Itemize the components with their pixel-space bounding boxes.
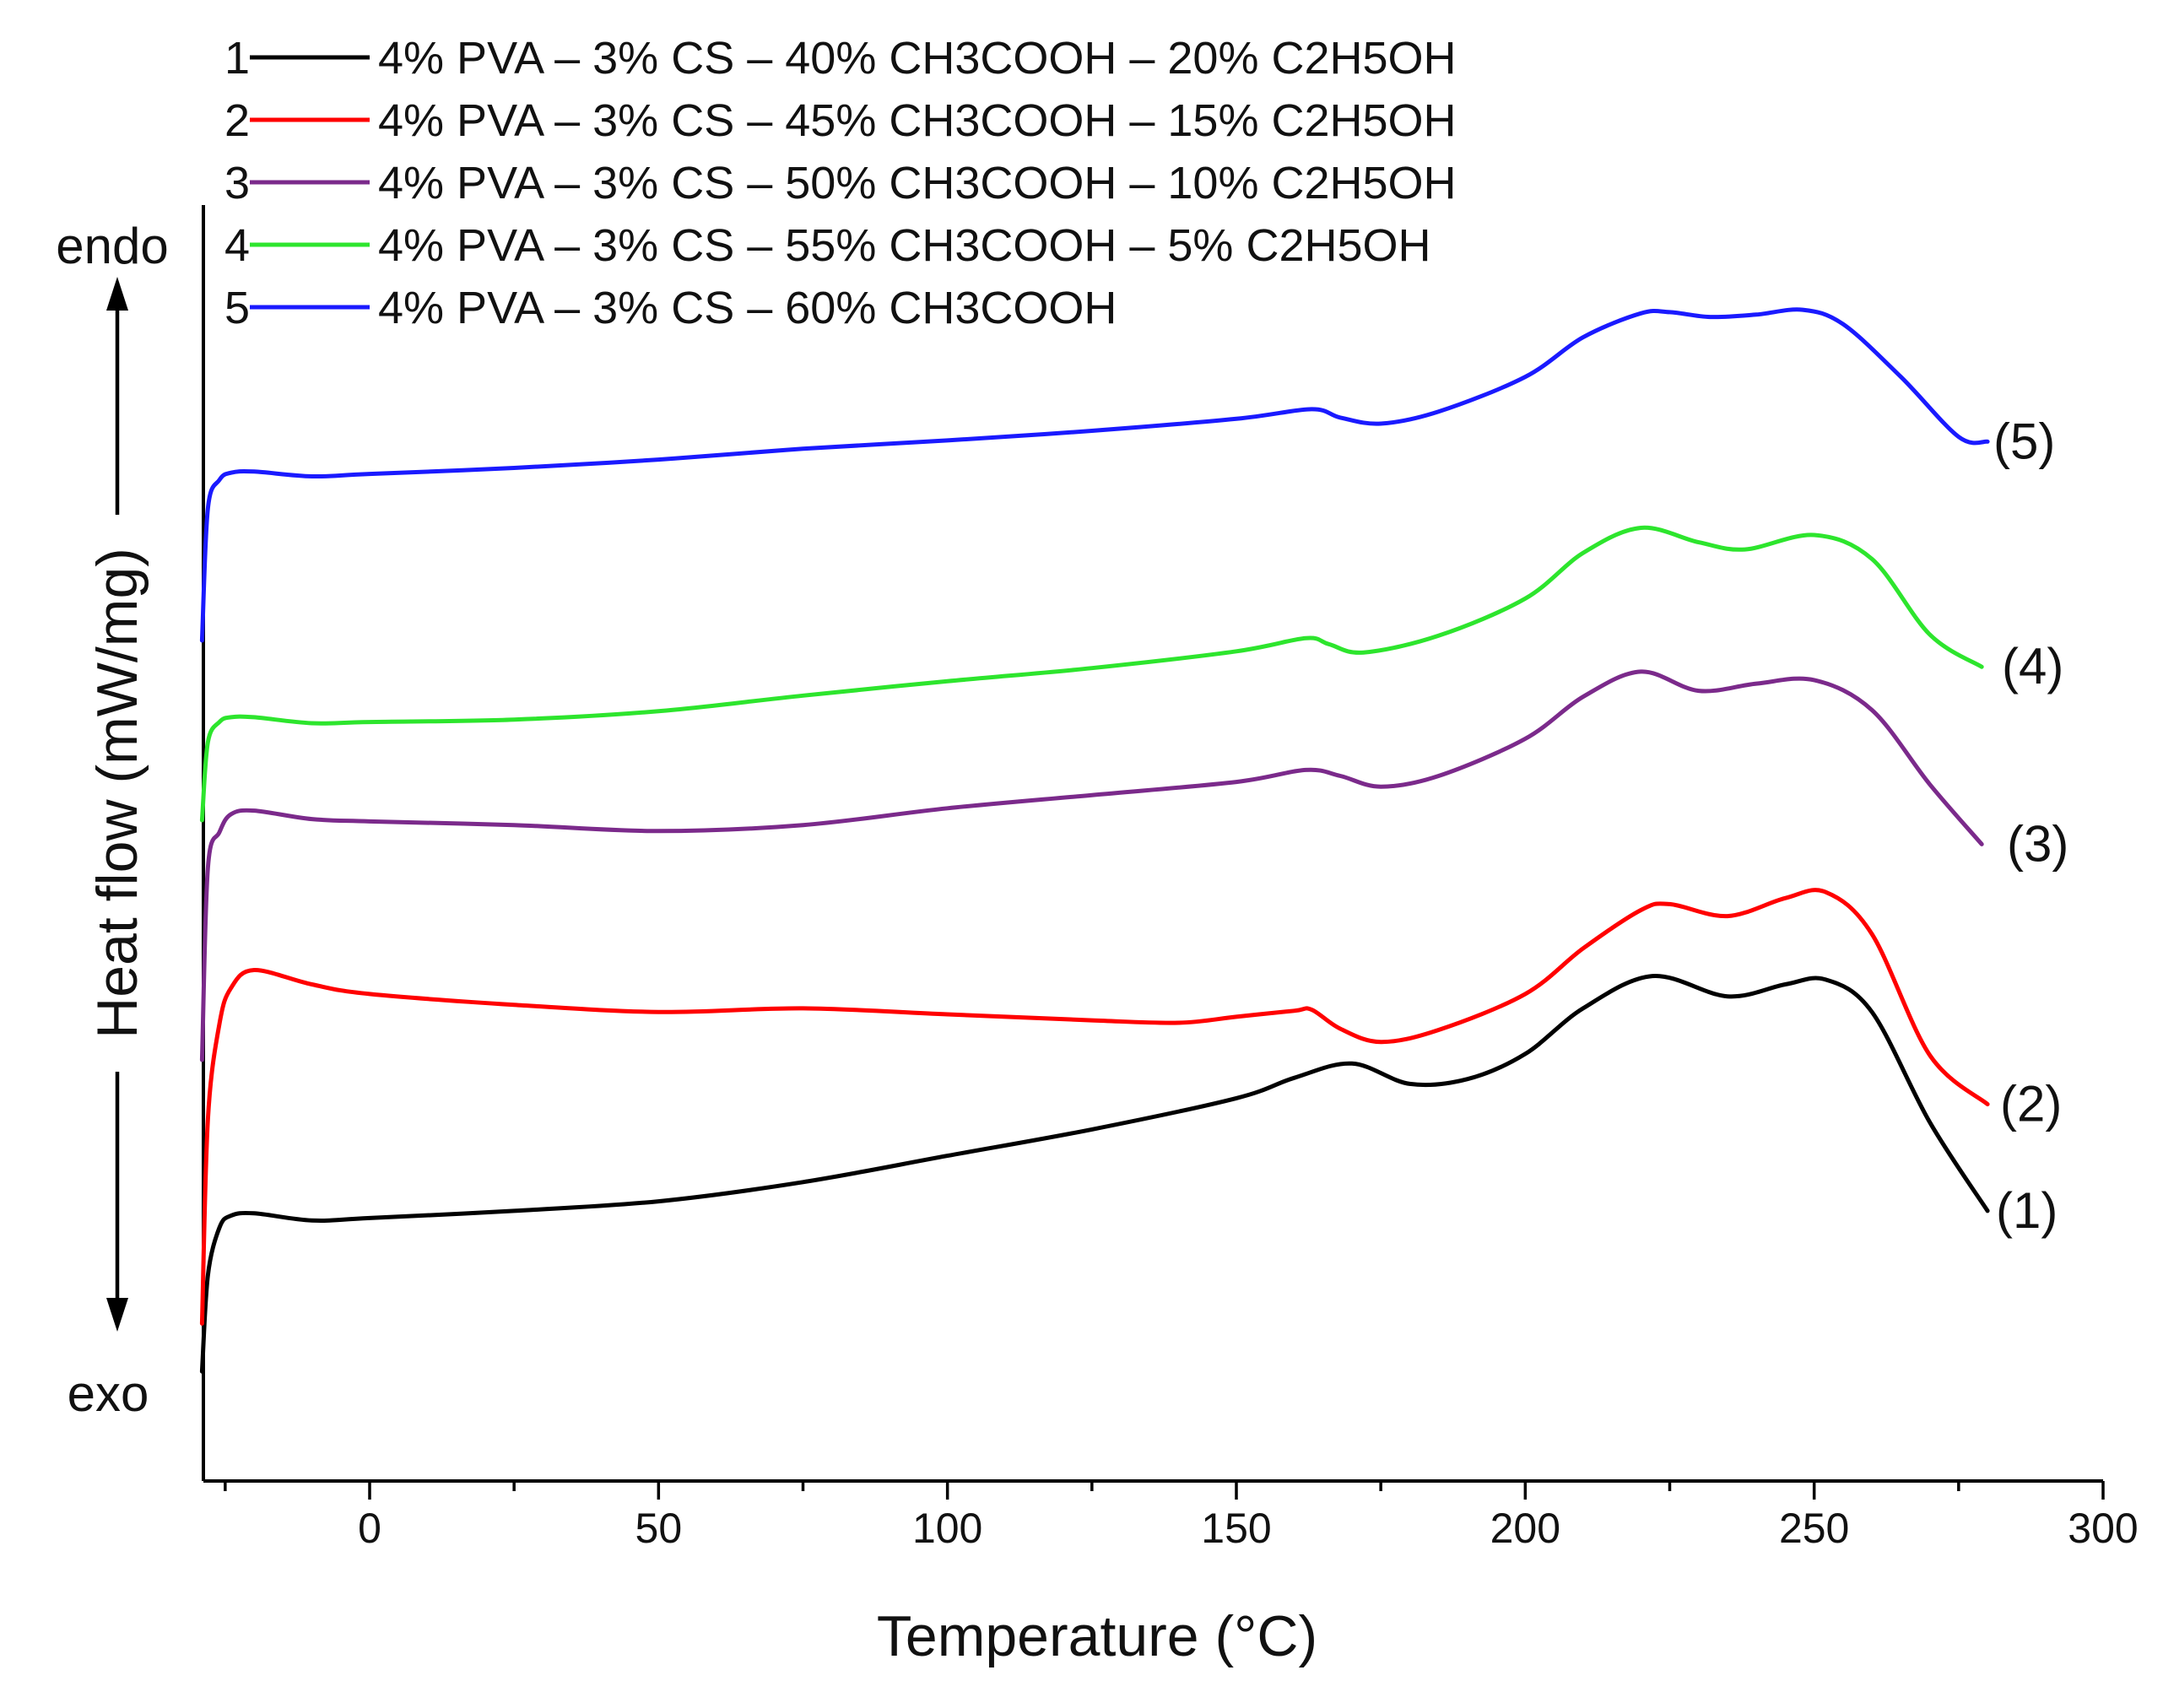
exo-label: exo (68, 1365, 149, 1422)
curve-1 (199, 974, 1990, 1374)
x-tick-label: 100 (912, 1505, 982, 1552)
legend-number-3: 3 (224, 158, 250, 208)
x-tick-label: 150 (1201, 1505, 1271, 1552)
curve-label-5: (5) (1993, 413, 2055, 469)
legend-number-5: 5 (224, 283, 250, 333)
curve-5 (199, 307, 1990, 643)
exo-arrow-head (106, 1298, 128, 1332)
curve-label-1: (1) (1996, 1182, 2058, 1239)
x-axis-ticks (224, 1481, 2105, 1500)
legend-number-2: 2 (224, 95, 250, 146)
x-axis-tick-labels: 0 50 100 150 200 250 300 (358, 1505, 2139, 1552)
curve-4 (199, 525, 1984, 823)
legend-entry-3: 4% PVA – 3% CS – 50% CH3COOH – 10% C2H5O… (378, 158, 1457, 208)
legend-entry-5: 4% PVA – 3% CS – 60% CH3COOH (378, 283, 1117, 333)
endo-arrow-head (106, 277, 128, 311)
x-tick-label: 300 (2068, 1505, 2138, 1552)
endo-label: endo (56, 218, 168, 274)
x-tick-label: 250 (1779, 1505, 1849, 1552)
legend-entry-1: 4% PVA – 3% CS – 40% CH3COOH – 20% C2H5O… (378, 33, 1457, 84)
curve-2 (199, 888, 1990, 1326)
legend: 1 4% PVA – 3% CS – 40% CH3COOH – 20% C2H5… (224, 33, 1457, 333)
curve-label-2: (2) (2000, 1076, 2062, 1132)
x-tick-label: 50 (635, 1505, 683, 1552)
curve-label-4: (4) (2002, 638, 2063, 695)
legend-number-1: 1 (224, 33, 250, 84)
curves (199, 307, 1990, 1374)
legend-entry-4: 4% PVA – 3% CS – 55% CH3COOH – 5% C2H5OH (378, 220, 1431, 271)
x-tick-label: 0 (358, 1505, 381, 1552)
x-axis-title: Temperature (°C) (877, 1604, 1317, 1668)
x-tick-label: 200 (1490, 1505, 1560, 1552)
legend-entry-2: 4% PVA – 3% CS – 45% CH3COOH – 15% C2H5O… (378, 95, 1457, 146)
curve-3 (199, 669, 1984, 1062)
legend-number-4: 4 (224, 220, 250, 271)
curve-label-3: (3) (2007, 815, 2068, 872)
y-axis-title: Heat flow (mW/mg) (85, 548, 149, 1039)
curve-labels: (1) (2) (3) (4) (5) (1993, 413, 2068, 1239)
